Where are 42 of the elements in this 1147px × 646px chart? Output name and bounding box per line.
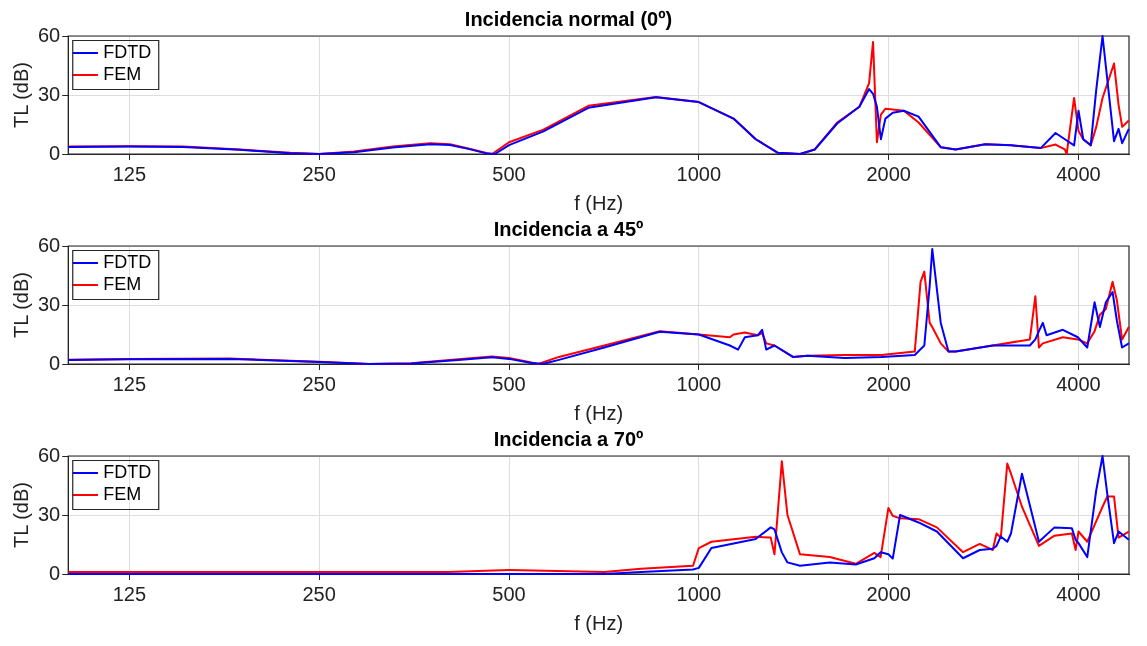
legend-label: FDTD — [103, 251, 152, 272]
legend-label: FDTD — [103, 41, 152, 62]
legend-label: FEM — [103, 273, 142, 294]
x-tick-label: 4000 — [1056, 582, 1101, 605]
x-tick-label: 1000 — [676, 582, 722, 605]
y-axis-title: TL (dB) — [9, 482, 32, 548]
x-axis-title: f (Hz) — [574, 401, 624, 424]
y-tick-label: 0 — [49, 561, 61, 584]
x-tick-label: 2000 — [866, 372, 911, 395]
legend-label: FEM — [103, 63, 142, 84]
y-axis-title: TL (dB) — [9, 272, 32, 338]
x-tick-label: 2000 — [866, 582, 911, 605]
x-tick-label: 125 — [112, 162, 147, 185]
x-tick-label: 2000 — [866, 162, 911, 185]
y-tick-label: 60 — [38, 443, 61, 466]
chart-title: Incidencia a 70º — [493, 427, 644, 450]
y-axis-title: TL (dB) — [9, 62, 32, 128]
x-tick-label: 500 — [492, 162, 526, 185]
y-tick-label: 30 — [38, 82, 61, 105]
x-tick-label: 250 — [302, 582, 336, 605]
x-tick-label: 4000 — [1056, 372, 1101, 395]
y-tick-label: 30 — [38, 502, 61, 525]
legend-label: FDTD — [103, 461, 152, 482]
chart-title: Incidencia normal (0º) — [464, 7, 673, 30]
x-tick-label: 500 — [492, 582, 526, 605]
x-tick-label: 250 — [302, 162, 336, 185]
chart-title: Incidencia a 45º — [493, 217, 644, 240]
y-tick-label: 30 — [38, 292, 61, 315]
x-tick-label: 250 — [302, 372, 336, 395]
x-tick-label: 1000 — [676, 162, 722, 185]
x-tick-label: 1000 — [676, 372, 722, 395]
y-tick-label: 0 — [49, 141, 61, 164]
y-tick-label: 0 — [49, 351, 61, 374]
x-tick-label: 4000 — [1056, 162, 1101, 185]
x-axis-title: f (Hz) — [574, 611, 624, 634]
legend-label: FEM — [103, 483, 142, 504]
y-tick-label: 60 — [38, 23, 61, 46]
x-tick-label: 125 — [112, 582, 147, 605]
x-tick-label: 125 — [112, 372, 147, 395]
y-tick-label: 60 — [38, 233, 61, 256]
x-tick-label: 500 — [492, 372, 526, 395]
x-axis-title: f (Hz) — [574, 191, 624, 214]
